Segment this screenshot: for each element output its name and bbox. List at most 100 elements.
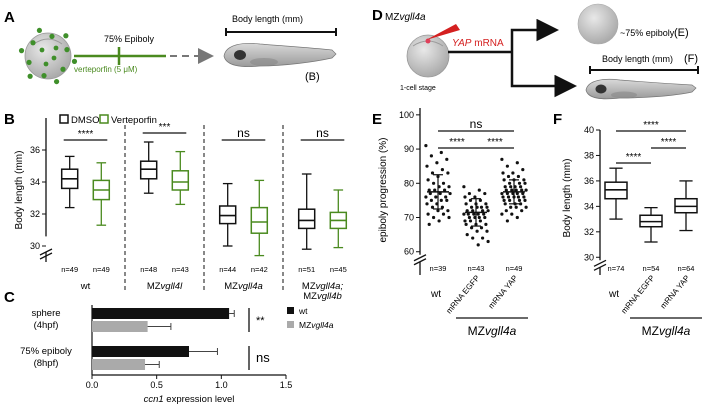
data-point [510,212,514,216]
legend-swatch-wt [287,307,294,314]
n-label: n=43 [172,265,189,274]
data-point [471,236,475,240]
data-point [429,154,433,158]
significance-label: ns [316,126,329,140]
data-point [437,219,441,223]
genotype-label-d: MZvgll4a [385,12,426,23]
x-tick-label: 1.0 [215,380,228,390]
panel-letter-f: F [553,111,562,128]
data-point [464,202,468,206]
data-point [521,191,525,196]
data-point [478,198,482,202]
ref-label-f: (F) [684,53,698,65]
y-tick-label: 36 [30,145,40,155]
n-label: n=49 [93,265,110,274]
data-point [472,212,476,216]
ref-label-e: (E) [674,27,689,39]
data-point [509,185,513,189]
drug-dot [51,55,57,61]
n-label: n=48 [140,265,157,274]
data-point [502,178,506,182]
group-label: MZvgll4a [642,324,691,338]
y-tick-label: 80 [404,178,414,188]
data-point [516,195,521,199]
branch-arrow-f [510,52,577,98]
data-point [506,195,511,199]
data-point [441,181,446,185]
data-point [514,205,518,209]
data-point [439,150,443,155]
axis-break [39,248,53,256]
y-axis-label: Body length (mm) [562,159,573,238]
group-label: MZvgll4l [147,281,183,292]
data-point [435,161,439,165]
group-label: wt [80,281,91,292]
data-point [447,215,451,220]
data-point [425,202,429,206]
legend-swatch-dmso [59,114,69,124]
significance-label: ns [256,350,270,365]
panel-d: D MZvgll4a 1-cell stage YAP mRNA ~75% ep… [372,3,699,100]
data-point [463,195,467,199]
category-label: mRNA EGFP [619,274,656,316]
box-iqr [297,208,316,230]
data-point [440,205,444,209]
y-tick-label: 34 [584,201,594,211]
data-point [524,188,528,192]
category-label: mRNA EGFP [444,274,481,316]
data-point [510,188,514,192]
data-point [478,219,482,223]
data-point [483,191,487,196]
data-point [424,144,428,148]
data-point [504,209,508,213]
drug-dot [36,27,43,34]
data-point [523,198,527,202]
panel-letter-c: C [4,289,15,306]
legend-label-dmso: DMSO [71,115,100,126]
drug-dot [18,48,25,54]
bar-mz [92,359,146,370]
data-point [467,215,471,220]
n-label: n=51 [298,265,315,274]
data-point [470,205,474,209]
body-length-label-d: Body length (mm) [602,54,673,64]
legend-label-verteporfin: Verteporfin [111,115,157,126]
x-axis-label: ccn1 expression level [144,394,235,405]
data-point [477,188,481,192]
category-label-line2: (8hpf) [34,358,59,369]
bar-wt [92,308,230,319]
data-point [476,243,480,247]
body-length-label-a: Body length (mm) [232,14,303,24]
data-point [520,209,524,213]
data-point [479,226,484,230]
epiboly-embryo-icon [577,3,619,45]
y-tick-label: 90 [404,144,414,154]
data-point [424,195,428,199]
significance-label: **** [449,137,465,148]
data-point [505,191,509,196]
group-label-line2: MZvgll4b [303,291,342,302]
data-point [430,205,435,209]
axis-break [39,252,53,260]
group-label: MZvgll4a; [302,281,344,292]
data-point [439,198,443,202]
category-label: wt [608,289,619,300]
panel-letter-e: E [372,111,382,128]
y-tick-label: 40 [584,125,594,135]
axis-break [413,254,427,262]
data-point [520,188,524,192]
n-label: n=74 [608,264,625,273]
data-point [500,212,504,216]
data-point [484,202,488,206]
data-point [503,185,507,189]
drug-dot [49,33,55,39]
significance-label: **** [643,120,659,131]
y-tick-label: 30 [30,241,40,251]
axis-break [593,259,607,267]
panel-b-box-chart: B 30 32 34 36 Body length (mm) DMSO Verteporfi… [4,111,348,302]
data-point [429,198,433,202]
data-point [444,195,448,199]
data-point [523,181,527,185]
data-point [517,198,522,202]
data-point [486,209,490,213]
